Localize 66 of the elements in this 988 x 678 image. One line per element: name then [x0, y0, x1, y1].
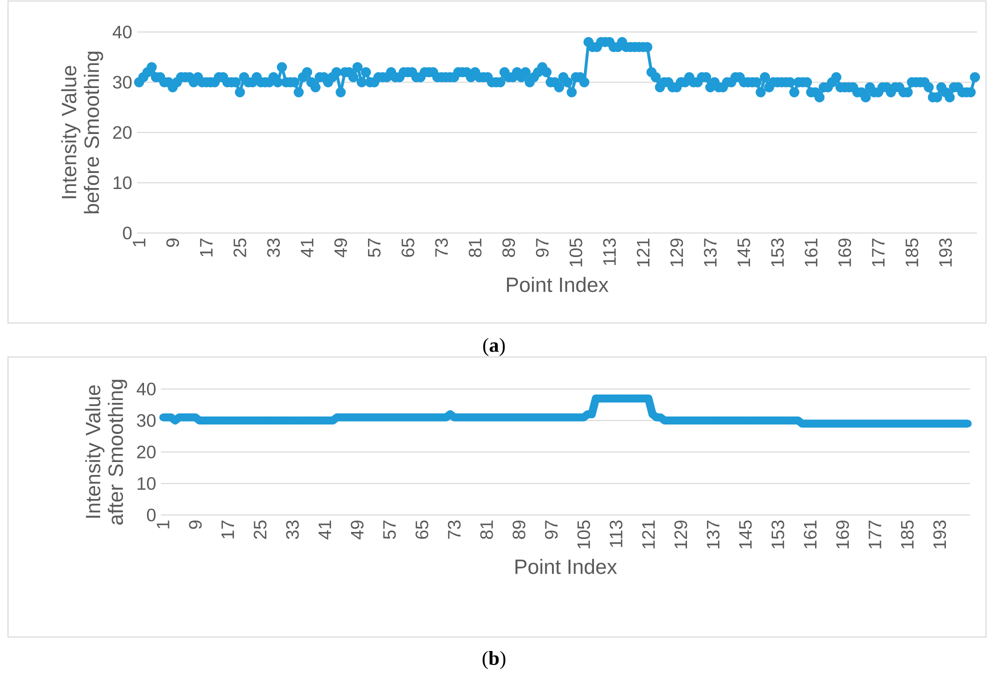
x-tick-label: 57 — [383, 520, 396, 540]
x-tick-label: 57 — [368, 238, 381, 258]
y-tick-label: 0 — [122, 226, 132, 240]
x-tick-label: 97 — [536, 238, 549, 257]
x-tick-label: 121 — [636, 238, 650, 266]
x-tick-label: 105 — [577, 520, 590, 548]
x-tick-label: 145 — [738, 238, 750, 266]
x-tick-label: 177 — [872, 238, 884, 266]
x-tick-label: 121 — [642, 520, 655, 548]
x-tick-label: 81 — [468, 238, 482, 257]
y-tick-label: 30 — [136, 414, 156, 427]
x-tick-label: 49 — [350, 520, 364, 540]
x-tick-label: 105 — [570, 238, 582, 266]
x-tick-label: 17 — [200, 238, 212, 256]
x-tick-label: 153 — [771, 238, 784, 266]
y-tick-label: 30 — [112, 76, 132, 89]
x-tick-label: 137 — [706, 520, 720, 548]
x-tick-label: 25 — [254, 520, 266, 539]
x-tick-label: 193 — [933, 520, 946, 548]
y-tick-label: 20 — [113, 126, 132, 139]
x-tick-label: 41 — [300, 238, 314, 258]
x-tick-label: 161 — [804, 520, 817, 548]
x-tick-label: 1 — [156, 520, 170, 528]
x-tick-label: 1 — [132, 238, 146, 246]
y-axis-title: Intensity Value before Smoothing — [61, 52, 104, 214]
y-tick-label: 10 — [114, 176, 132, 190]
y-tick-label: 0 — [146, 508, 156, 522]
x-tick-label: 177 — [868, 520, 882, 548]
x-tick-label: 169 — [836, 520, 849, 548]
x-tick-label: 41 — [318, 520, 332, 540]
x-tick-label: 89 — [512, 520, 526, 539]
x-tick-label: 113 — [603, 238, 616, 266]
x-tick-label: 89 — [502, 238, 516, 257]
x-tick-label: 65 — [402, 238, 414, 257]
x-tick-label: 169 — [838, 238, 852, 266]
x-tick-label: 73 — [448, 520, 461, 539]
x-tick-label: 145 — [739, 520, 752, 548]
x-tick-label: 9 — [166, 238, 180, 247]
y-tick-label: 40 — [136, 382, 156, 396]
x-tick-label: 161 — [804, 238, 818, 266]
x-tick-label: 185 — [900, 520, 914, 548]
x-axis-title: Point Index — [515, 558, 617, 574]
x-tick-label: 137 — [704, 238, 717, 266]
x-tick-label: 97 — [544, 520, 558, 539]
y-tick-label: 20 — [137, 446, 156, 458]
x-tick-label: 25 — [234, 238, 246, 257]
y-tick-label: 40 — [112, 26, 132, 38]
x-tick-label: 49 — [334, 238, 348, 258]
x-tick-label: 65 — [416, 520, 428, 539]
x-tick-label: 153 — [772, 520, 784, 548]
x-tick-label: 81 — [480, 520, 493, 539]
y-axis-title: Intensity Value after Smoothing — [85, 380, 128, 525]
x-tick-label: 193 — [939, 238, 952, 266]
y-tick-label: 10 — [138, 477, 156, 490]
x-tick-label: 73 — [435, 238, 448, 257]
x-tick-label: 33 — [286, 520, 299, 540]
text: (b) — [482, 650, 506, 670]
x-tick-label: 9 — [189, 520, 202, 529]
x-tick-label: 17 — [222, 520, 234, 538]
x-tick-label: 33 — [267, 238, 280, 258]
x-tick-label: 129 — [670, 238, 684, 266]
x-tick-label: 113 — [610, 520, 622, 548]
x-tick-label: 185 — [906, 238, 918, 266]
text: (a) — [483, 338, 505, 356]
x-tick-label: 129 — [674, 520, 688, 548]
x-axis-title: Point Index — [506, 276, 608, 292]
